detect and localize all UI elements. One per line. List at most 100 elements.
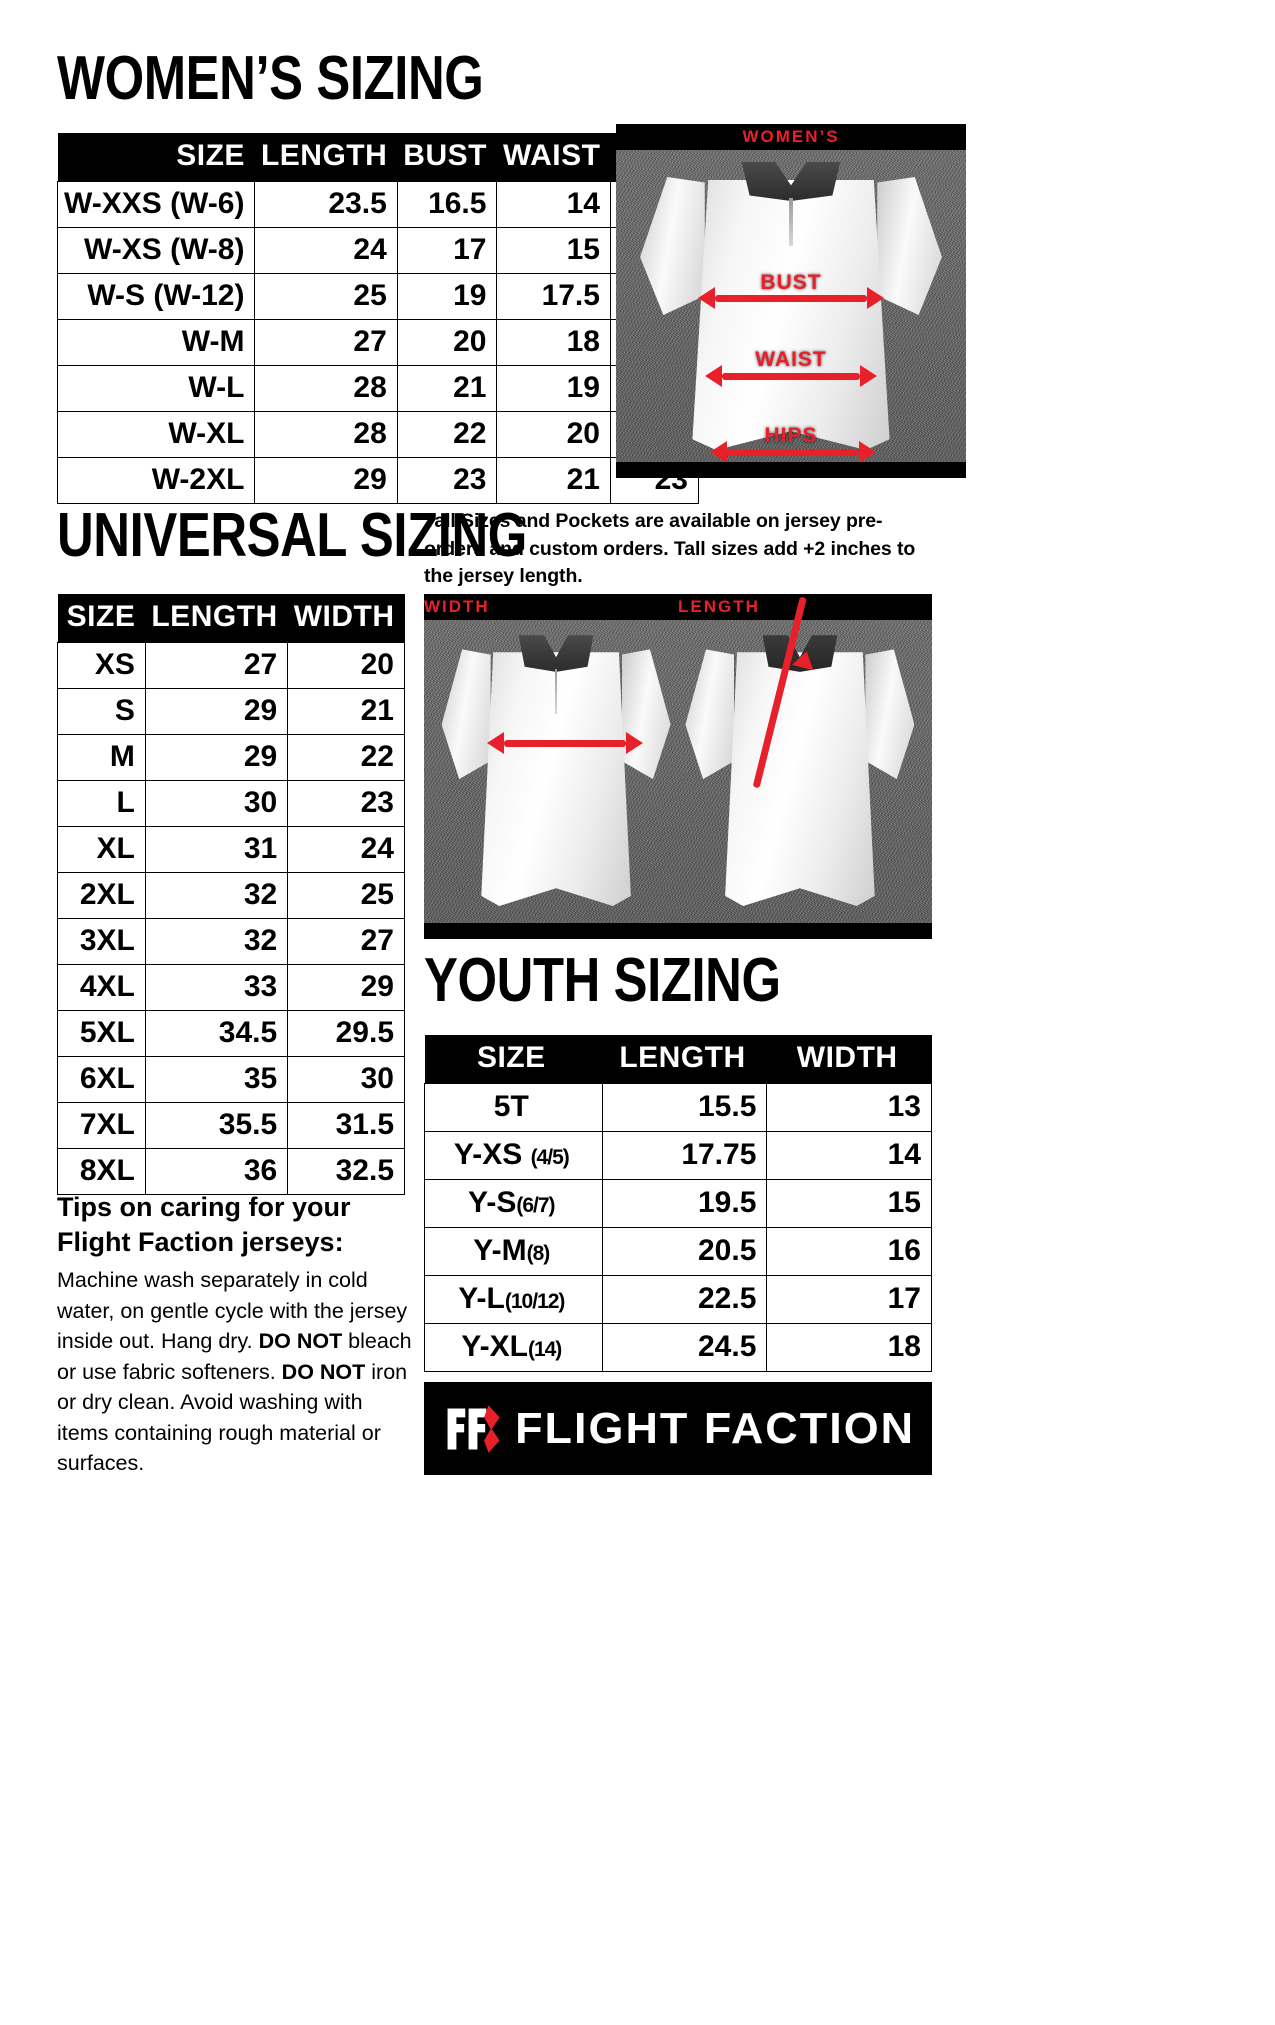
care-paragraph-4: Avoid washing with items containing roug…: [57, 1390, 381, 1476]
women-photo-label: WOMEN’S: [742, 127, 840, 146]
care-paragraph-2: bleach or use fabric softeners.: [57, 1329, 412, 1384]
care-donot-2: DO NOT: [281, 1359, 366, 1384]
cell-length: 27: [144, 642, 289, 689]
cell-size: W-S (W-12): [56, 273, 256, 320]
column-header-width: WIDTH: [287, 594, 405, 643]
brand-wordmark: FLIGHT FACTION: [514, 1403, 916, 1453]
width-arrow-head-right: [626, 732, 643, 754]
column-header-length: LENGTH: [602, 1035, 767, 1084]
care-tips-body: Machine wash separately in cold water, o…: [57, 1265, 417, 1479]
cell-length: 23.5: [254, 181, 398, 228]
table-row: XL 31 24: [57, 826, 405, 873]
cell-length: 25: [254, 273, 398, 320]
column-header-length: LENGTH: [254, 133, 398, 182]
cell-width: 29: [287, 964, 405, 1011]
youth-size-paren: (10/12): [504, 1290, 566, 1313]
cell-length: 36: [144, 1148, 289, 1195]
table-row: M 29 22: [57, 734, 405, 781]
table-row: W-2XL 29 23 21 23: [56, 457, 699, 504]
waist-arrow-line: [722, 373, 860, 380]
care-donot-1: DO NOT: [258, 1329, 343, 1354]
youth-size-label: Y-XL: [461, 1330, 528, 1363]
table-header-row: SIZE LENGTH WIDTH: [424, 1035, 932, 1084]
youth-size-paren: (6/7): [516, 1194, 555, 1217]
cell-size: W-L: [56, 365, 256, 412]
cell-size: Y-L(10/12): [424, 1275, 603, 1324]
care-heading-line-1: Tips on caring for your: [57, 1192, 351, 1222]
column-header-length: LENGTH: [145, 594, 288, 643]
bust-measure-label: BUST: [760, 271, 822, 294]
cell-width: 20: [287, 642, 405, 689]
cell-width: 27: [287, 918, 405, 965]
table-row: W-L 28 21 19 21: [56, 365, 699, 412]
hips-arrow-line: [727, 449, 859, 456]
care-paragraph-3: iron or dry clean.: [57, 1359, 408, 1415]
cell-size: W-2XL: [56, 457, 256, 504]
cell-length: 15.5: [601, 1083, 768, 1132]
table-row: W-XS (W-8) 24 17 15 18: [56, 227, 699, 274]
cell-length: 33: [144, 964, 289, 1011]
youth-sizing-title: YOUTH SIZING: [424, 946, 781, 1015]
cell-length: 24.5: [601, 1323, 768, 1372]
cell-length: 29: [254, 457, 398, 504]
cell-size: Y-M(8): [424, 1227, 603, 1276]
hips-arrow-head-right: [859, 441, 876, 463]
cell-width: 31.5: [287, 1102, 405, 1149]
care-tips-heading: Tips on caring for your Flight Faction j…: [57, 1190, 407, 1260]
cell-bust: 20: [396, 319, 498, 366]
cell-bust: 23: [396, 457, 498, 504]
cell-waist: 17.5: [496, 273, 611, 320]
youth-size-label: Y-XS: [453, 1138, 523, 1171]
cell-length: 22.5: [601, 1275, 768, 1324]
photo-header-bar: WOMEN’S: [616, 124, 966, 150]
universal-sizing-table: SIZE LENGTH WIDTH XS 27 20 S 29 21 M 29 …: [57, 594, 405, 1195]
waist-arrow-head-left: [705, 365, 722, 387]
cell-size: Y-XS (4/5): [424, 1131, 603, 1180]
jersey-zipper: [789, 198, 793, 246]
photo-header-bar: WIDTH LENGTH: [424, 594, 932, 620]
cell-length: 28: [254, 365, 398, 412]
youth-size-label: Y-L: [458, 1282, 505, 1315]
width-arrow-line: [504, 740, 626, 747]
cell-width: 13: [766, 1083, 932, 1132]
cell-length: 24: [254, 227, 398, 274]
cell-waist: 18: [496, 319, 611, 366]
jersey-zipper: [554, 669, 558, 715]
cell-length: 29: [144, 688, 289, 735]
width-arrow-head-left: [487, 732, 504, 754]
cell-length: 35.5: [144, 1102, 289, 1149]
women-sizing-title: WOMEN’S SIZING: [57, 44, 484, 113]
cell-size: 5XL: [57, 1010, 146, 1057]
table-row: W-S (W-12) 25 19 17.5 20: [56, 273, 699, 320]
table-row: L 30 23: [57, 780, 405, 827]
cell-length: 30: [144, 780, 289, 827]
cell-bust: 21: [396, 365, 498, 412]
table-row: 3XL 32 27: [57, 918, 405, 965]
cell-width: 30: [287, 1056, 405, 1103]
cell-waist: 20: [496, 411, 611, 458]
cell-width: 16: [766, 1227, 932, 1276]
cell-size: 2XL: [57, 872, 146, 919]
women-sizing-table: SIZE LENGTH BUST WAIST HIPS W-XXS (W-6) …: [56, 133, 699, 504]
cell-length: 27: [254, 319, 398, 366]
cell-size: W-XS (W-8): [56, 227, 256, 274]
care-paragraph-1: Machine wash separately in cold water, o…: [57, 1268, 408, 1354]
cell-length: 34.5: [144, 1010, 289, 1057]
table-row: Y-XS (4/5) 17.75 14: [424, 1131, 932, 1180]
cell-bust: 22: [396, 411, 498, 458]
length-photo-label: LENGTH: [678, 597, 760, 616]
cell-size: Y-S(6/7): [424, 1179, 603, 1228]
column-header-bust: BUST: [397, 133, 497, 182]
table-row: 5T 15.5 13: [424, 1083, 932, 1132]
cell-length: 32: [144, 918, 289, 965]
cell-size: 6XL: [57, 1056, 146, 1103]
column-header-size: SIZE: [57, 594, 146, 643]
column-header-waist: WAIST: [496, 133, 611, 182]
women-jersey-illustration: WOMEN’S BUST WAIST HIPS: [616, 124, 966, 478]
care-heading-line-2: Flight Faction jerseys:: [57, 1227, 344, 1258]
cell-size: Y-XL(14): [424, 1323, 603, 1372]
cell-bust: 17: [396, 227, 498, 274]
hips-measure-label: HIPS: [764, 424, 818, 447]
cell-length: 35: [144, 1056, 289, 1103]
